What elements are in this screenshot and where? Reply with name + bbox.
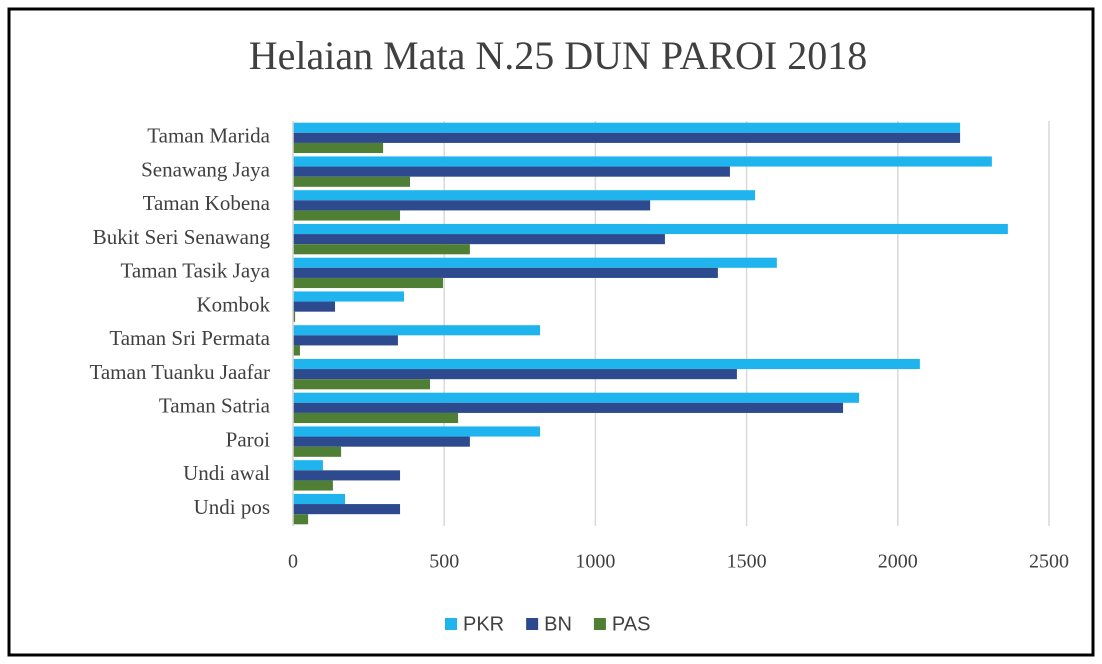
bar — [293, 412, 459, 424]
bar — [293, 142, 384, 154]
chart-border — [7, 7, 1095, 657]
bar — [293, 446, 342, 457]
bar — [293, 460, 323, 471]
bar — [293, 277, 443, 289]
bar — [293, 176, 411, 187]
bar — [293, 358, 920, 370]
bar — [293, 210, 401, 221]
bar — [293, 426, 541, 437]
bar — [293, 480, 333, 491]
legend-label: PAS — [612, 613, 651, 635]
bar — [293, 267, 718, 278]
bar — [293, 436, 470, 447]
bar — [293, 514, 309, 525]
bar — [293, 311, 296, 322]
bar — [293, 325, 541, 336]
legend-swatch — [593, 618, 606, 630]
y-tick-label: Taman Marida — [147, 124, 270, 148]
bar — [293, 166, 730, 177]
bar — [293, 379, 430, 390]
bar — [293, 291, 404, 302]
legend-swatch — [526, 618, 539, 630]
bar — [293, 392, 860, 403]
bar — [293, 234, 665, 245]
bar — [293, 470, 401, 481]
bar — [293, 345, 300, 356]
y-tick-label: Senawang Jaya — [141, 157, 271, 181]
legend-label: PKR — [463, 613, 504, 635]
bar — [293, 493, 346, 505]
x-tick-label: 0 — [288, 551, 298, 573]
y-tick-label: Taman Satria — [159, 394, 271, 418]
bar — [293, 402, 844, 413]
x-tick-label: 2500 — [1029, 551, 1069, 573]
bar — [293, 132, 961, 143]
y-tick-label: Paroi — [226, 427, 270, 451]
y-tick-label: Undi pos — [194, 495, 270, 519]
legend-swatch — [445, 618, 457, 630]
bar — [293, 122, 961, 133]
bar — [293, 504, 401, 515]
bar — [293, 190, 756, 201]
y-tick-label: Taman Tasik Jaya — [121, 259, 271, 283]
x-tick-label: 1500 — [727, 551, 767, 573]
bar — [293, 335, 398, 346]
bar — [293, 200, 651, 211]
x-tick-label: 2000 — [878, 551, 918, 573]
y-tick-label: Bukit Seri Senawang — [93, 225, 271, 249]
y-tick-label: Undi awal — [183, 461, 270, 485]
bar — [293, 369, 737, 380]
bar — [293, 301, 336, 312]
bar — [293, 156, 992, 167]
y-tick-label: Taman Tuanku Jaafar — [90, 360, 271, 384]
chart-title: Helaian Mata N.25 DUN PAROI 2018 — [249, 33, 867, 78]
y-tick-label: Taman Sri Permata — [109, 326, 270, 350]
x-tick-label: 1000 — [575, 551, 615, 573]
y-tick-label: Kombok — [197, 292, 271, 316]
bar — [293, 223, 1008, 235]
bar — [293, 257, 777, 268]
legend-label: BN — [544, 613, 572, 635]
bar — [293, 244, 470, 255]
y-tick-label: Taman Kobena — [143, 191, 271, 215]
x-tick-label: 500 — [429, 551, 459, 573]
